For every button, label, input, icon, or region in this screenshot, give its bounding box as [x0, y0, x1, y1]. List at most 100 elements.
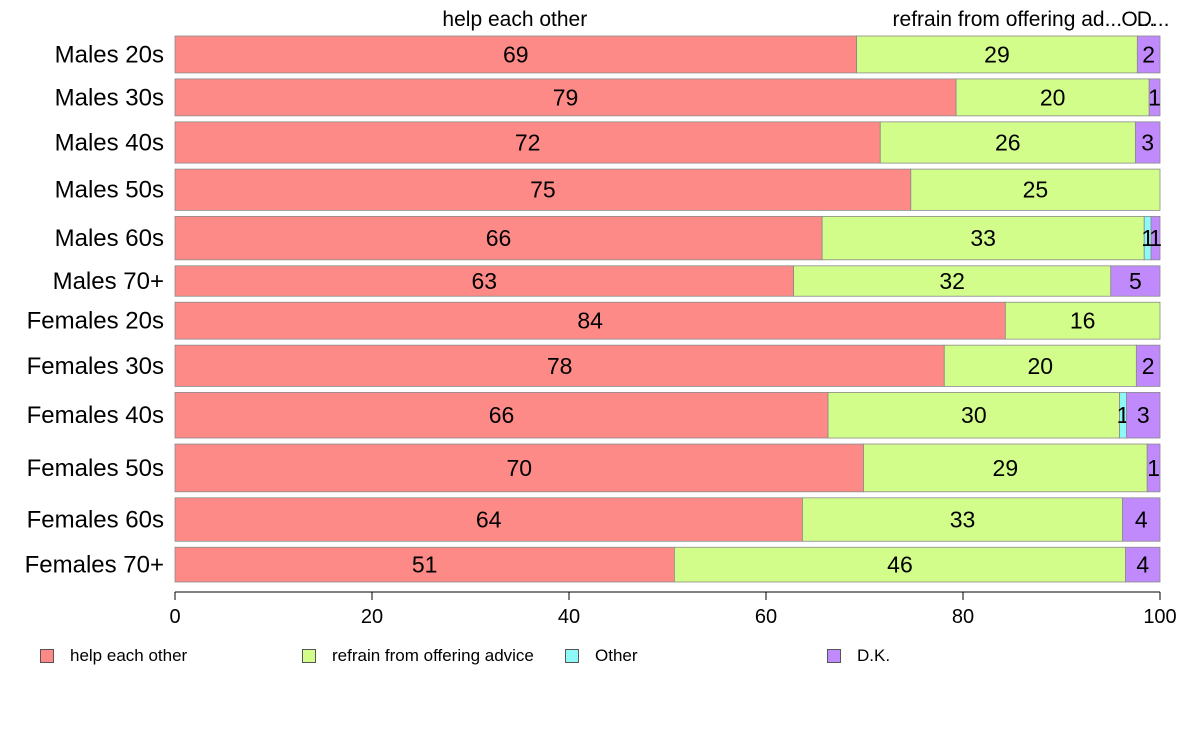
legend-swatch: [302, 649, 316, 663]
bar-segment: [174, 168, 912, 211]
data-label: 32: [939, 268, 965, 294]
data-label: 30: [961, 402, 987, 428]
category-label: Males 60s: [55, 225, 164, 252]
data-label: 46: [887, 552, 913, 578]
legend-item-refrain: refrain from offering advice: [302, 644, 534, 668]
bar-segment: [174, 392, 829, 439]
bar-segment: [1125, 546, 1161, 583]
data-label: 70: [506, 455, 532, 481]
bar-segment: [174, 121, 881, 164]
data-label: 2: [1142, 41, 1155, 67]
bar-segment: [174, 443, 864, 493]
x-tick-label: 0: [169, 606, 180, 628]
legend-swatch: [827, 649, 841, 663]
category-label: Females 20s: [27, 308, 164, 335]
data-label: 26: [995, 129, 1021, 155]
bar-segment: [1146, 443, 1161, 493]
bars: 69 29 2 79 20 1 72 26 3 75 25 66 33 1 1 63 32 5 84 16 78 20 2 6…: [174, 35, 1162, 583]
data-label: 20: [1040, 84, 1066, 110]
x-tick-label: 60: [755, 606, 777, 628]
data-label: 1: [1147, 455, 1160, 481]
bar-segment: [955, 78, 1150, 117]
legend-label: refrain from offering advice: [332, 646, 534, 665]
data-label: 29: [984, 41, 1010, 67]
bar-segment: [827, 392, 1121, 439]
bar-segment: [1122, 497, 1161, 542]
bar-segment: [1148, 78, 1161, 117]
x-axis: 0 20 40 60 80 100: [169, 591, 1177, 628]
stacked-bar-chart: help each other refrain from offering ad.…: [25, 8, 1177, 628]
data-label: 16: [1070, 308, 1096, 334]
data-label: 75: [530, 177, 556, 203]
category-label: Males 70+: [53, 268, 164, 295]
bar-segment: [863, 443, 1148, 493]
legend-item-other: Other: [565, 644, 638, 668]
bar-segment: [1004, 301, 1161, 340]
bar-segment: [174, 265, 794, 297]
bar-segment: [174, 215, 823, 261]
legend-label: D.K.: [857, 646, 891, 665]
category-label: Males 40s: [55, 129, 164, 156]
data-label: 51: [412, 552, 438, 578]
bar-segment: [1126, 392, 1161, 439]
category-label: Females 40s: [27, 402, 164, 429]
data-label: 25: [1023, 177, 1049, 203]
bar-segment: [174, 301, 1006, 340]
category-label: Females 60s: [27, 507, 164, 534]
data-label: 66: [486, 225, 512, 251]
data-label: 79: [553, 84, 579, 110]
x-tick-label: 40: [558, 606, 580, 628]
bar-segment: [802, 497, 1123, 542]
bar-segment: [821, 215, 1145, 261]
data-label: 29: [993, 455, 1019, 481]
data-label: 63: [471, 268, 497, 294]
column-header-label: D...: [1137, 8, 1170, 31]
x-tick-label: 100: [1143, 606, 1176, 628]
column-header-labels: help each other refrain from offering ad.…: [442, 8, 1169, 31]
category-label: Males 20s: [55, 41, 164, 68]
column-header-label: refrain from offering ad...: [893, 8, 1123, 31]
category-labels: Males 20s Males 30s Males 40s Males 50s Male…: [25, 41, 164, 578]
bar-segment: [1135, 344, 1161, 387]
category-label: Males 30s: [55, 84, 164, 111]
bar-segment: [910, 168, 1161, 211]
legend-item-dk: D.K.: [827, 644, 890, 668]
bar-segment: [879, 121, 1136, 164]
category-label: Females 30s: [27, 353, 164, 380]
data-label: 2: [1142, 353, 1155, 379]
column-header-label: O...: [1121, 8, 1155, 31]
data-label: 72: [515, 129, 541, 155]
data-label: 69: [503, 41, 529, 67]
column-header-label: help each other: [442, 8, 587, 31]
category-label: Females 70+: [25, 552, 164, 579]
bar-segment: [174, 78, 957, 117]
category-label: Males 50s: [55, 177, 164, 204]
legend-swatch: [565, 649, 579, 663]
bar-segment: [856, 35, 1138, 74]
bar-segment: [174, 497, 803, 542]
data-label: 84: [577, 308, 603, 334]
bar-segment: [943, 344, 1137, 387]
data-label: 78: [547, 353, 573, 379]
data-label: 1: [1148, 84, 1161, 110]
bar-segment: [174, 344, 945, 387]
legend-label: Other: [595, 646, 638, 665]
x-tick-label: 80: [952, 606, 974, 628]
legend: help each other refrain from offering ad…: [0, 644, 1188, 668]
data-label: 4: [1136, 552, 1149, 578]
data-label: 4: [1135, 507, 1148, 533]
data-label: 66: [489, 402, 515, 428]
bar-segment: [1150, 215, 1161, 261]
data-label: 5: [1129, 268, 1142, 294]
bar-segment: [793, 265, 1112, 297]
data-label: 1: [1149, 225, 1162, 251]
bar-segment: [1136, 35, 1161, 74]
bar-segment: [1110, 265, 1161, 297]
bar-segment: [1134, 121, 1161, 164]
bar-segment: [174, 546, 675, 583]
data-label: 3: [1137, 402, 1150, 428]
legend-item-help-each-other: help each other: [40, 644, 187, 668]
data-label: 33: [950, 507, 976, 533]
bar-segment: [673, 546, 1126, 583]
data-label: 3: [1141, 129, 1154, 155]
